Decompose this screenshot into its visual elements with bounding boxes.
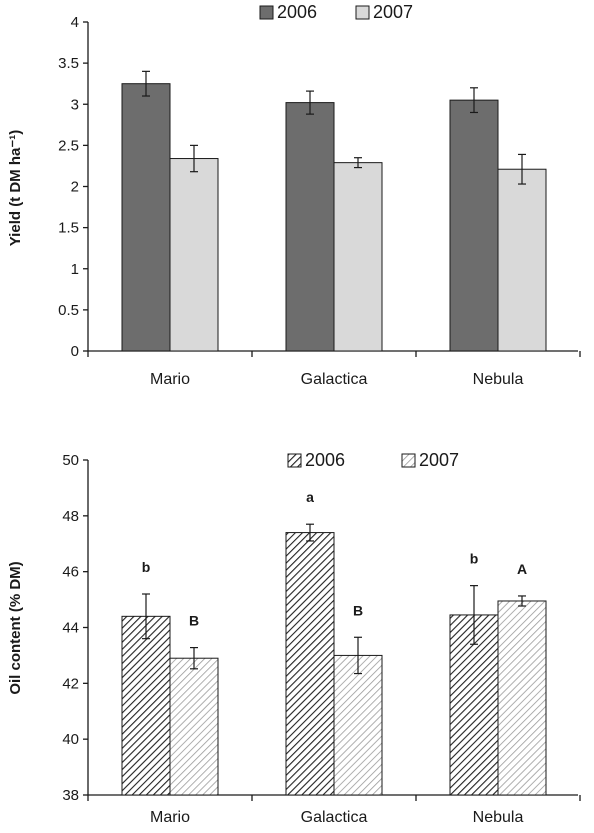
y-tick-label: 40 — [62, 731, 79, 748]
legend-label: 2007 — [419, 450, 459, 470]
bar-2007 — [169, 158, 219, 352]
bar-2006 — [285, 102, 335, 352]
y-tick-label: 3.5 — [58, 55, 79, 72]
y-tick-label: 38 — [62, 787, 79, 804]
oil-content-chart: 38 40 42 44 46 48 50 Oil content (% DM) Mario Gal… — [7, 450, 581, 826]
y-tick-label: 44 — [62, 620, 79, 637]
bar-2006 — [121, 83, 171, 352]
bar-2007 — [333, 654, 383, 796]
y-axis-title: Oil content (% DM) — [7, 561, 24, 694]
bar-2007 — [333, 162, 383, 352]
legend-swatch — [401, 453, 416, 468]
significance-label: b — [470, 551, 479, 567]
bar-2007 — [169, 657, 219, 796]
x-category-label: Mario — [150, 371, 190, 388]
y-tick-label: 3 — [71, 96, 79, 113]
x-category-label: Nebula — [473, 371, 524, 388]
legend-swatch — [355, 5, 370, 20]
y-axis-title: Yield (t DM ha⁻¹) — [7, 130, 24, 247]
yield-chart: 0 0.5 1 1.5 2 2.5 3 3.5 4 Yield (t DM ha⁻¹) Mario G… — [7, 2, 581, 388]
y-tick-label: 4 — [71, 14, 79, 31]
y-tick-label: 2.5 — [58, 137, 79, 154]
y-tick-label: 0.5 — [58, 302, 79, 319]
bar-2007 — [497, 600, 547, 796]
legend-swatch — [287, 453, 302, 468]
bar-2006 — [121, 615, 171, 796]
y-tick-label: 1 — [71, 261, 79, 278]
y-tick-label: 42 — [62, 675, 79, 692]
significance-label: B — [189, 613, 199, 629]
y-tick-label: 2 — [71, 179, 79, 196]
y-tick-label: 0 — [71, 343, 79, 360]
x-category-label: Galactica — [301, 371, 368, 388]
bar-2006 — [285, 532, 335, 796]
significance-label: A — [517, 561, 527, 577]
y-tick-label: 50 — [62, 452, 79, 469]
y-tick-label: 46 — [62, 564, 79, 581]
bar-2007 — [497, 168, 547, 352]
y-tick-label: 48 — [62, 508, 79, 525]
legend-label: 2007 — [373, 2, 413, 22]
significance-label: B — [353, 602, 363, 618]
legend-label: 2006 — [305, 450, 345, 470]
x-category-label: Nebula — [473, 809, 524, 826]
x-category-label: Galactica — [301, 809, 368, 826]
y-tick-label: 1.5 — [58, 220, 79, 237]
legend-swatch — [259, 5, 274, 20]
significance-label: a — [306, 489, 314, 505]
bar-2006 — [449, 99, 499, 352]
legend-label: 2006 — [277, 2, 317, 22]
significance-label: b — [142, 559, 151, 575]
x-category-label: Mario — [150, 809, 190, 826]
bar-2006 — [449, 614, 499, 796]
